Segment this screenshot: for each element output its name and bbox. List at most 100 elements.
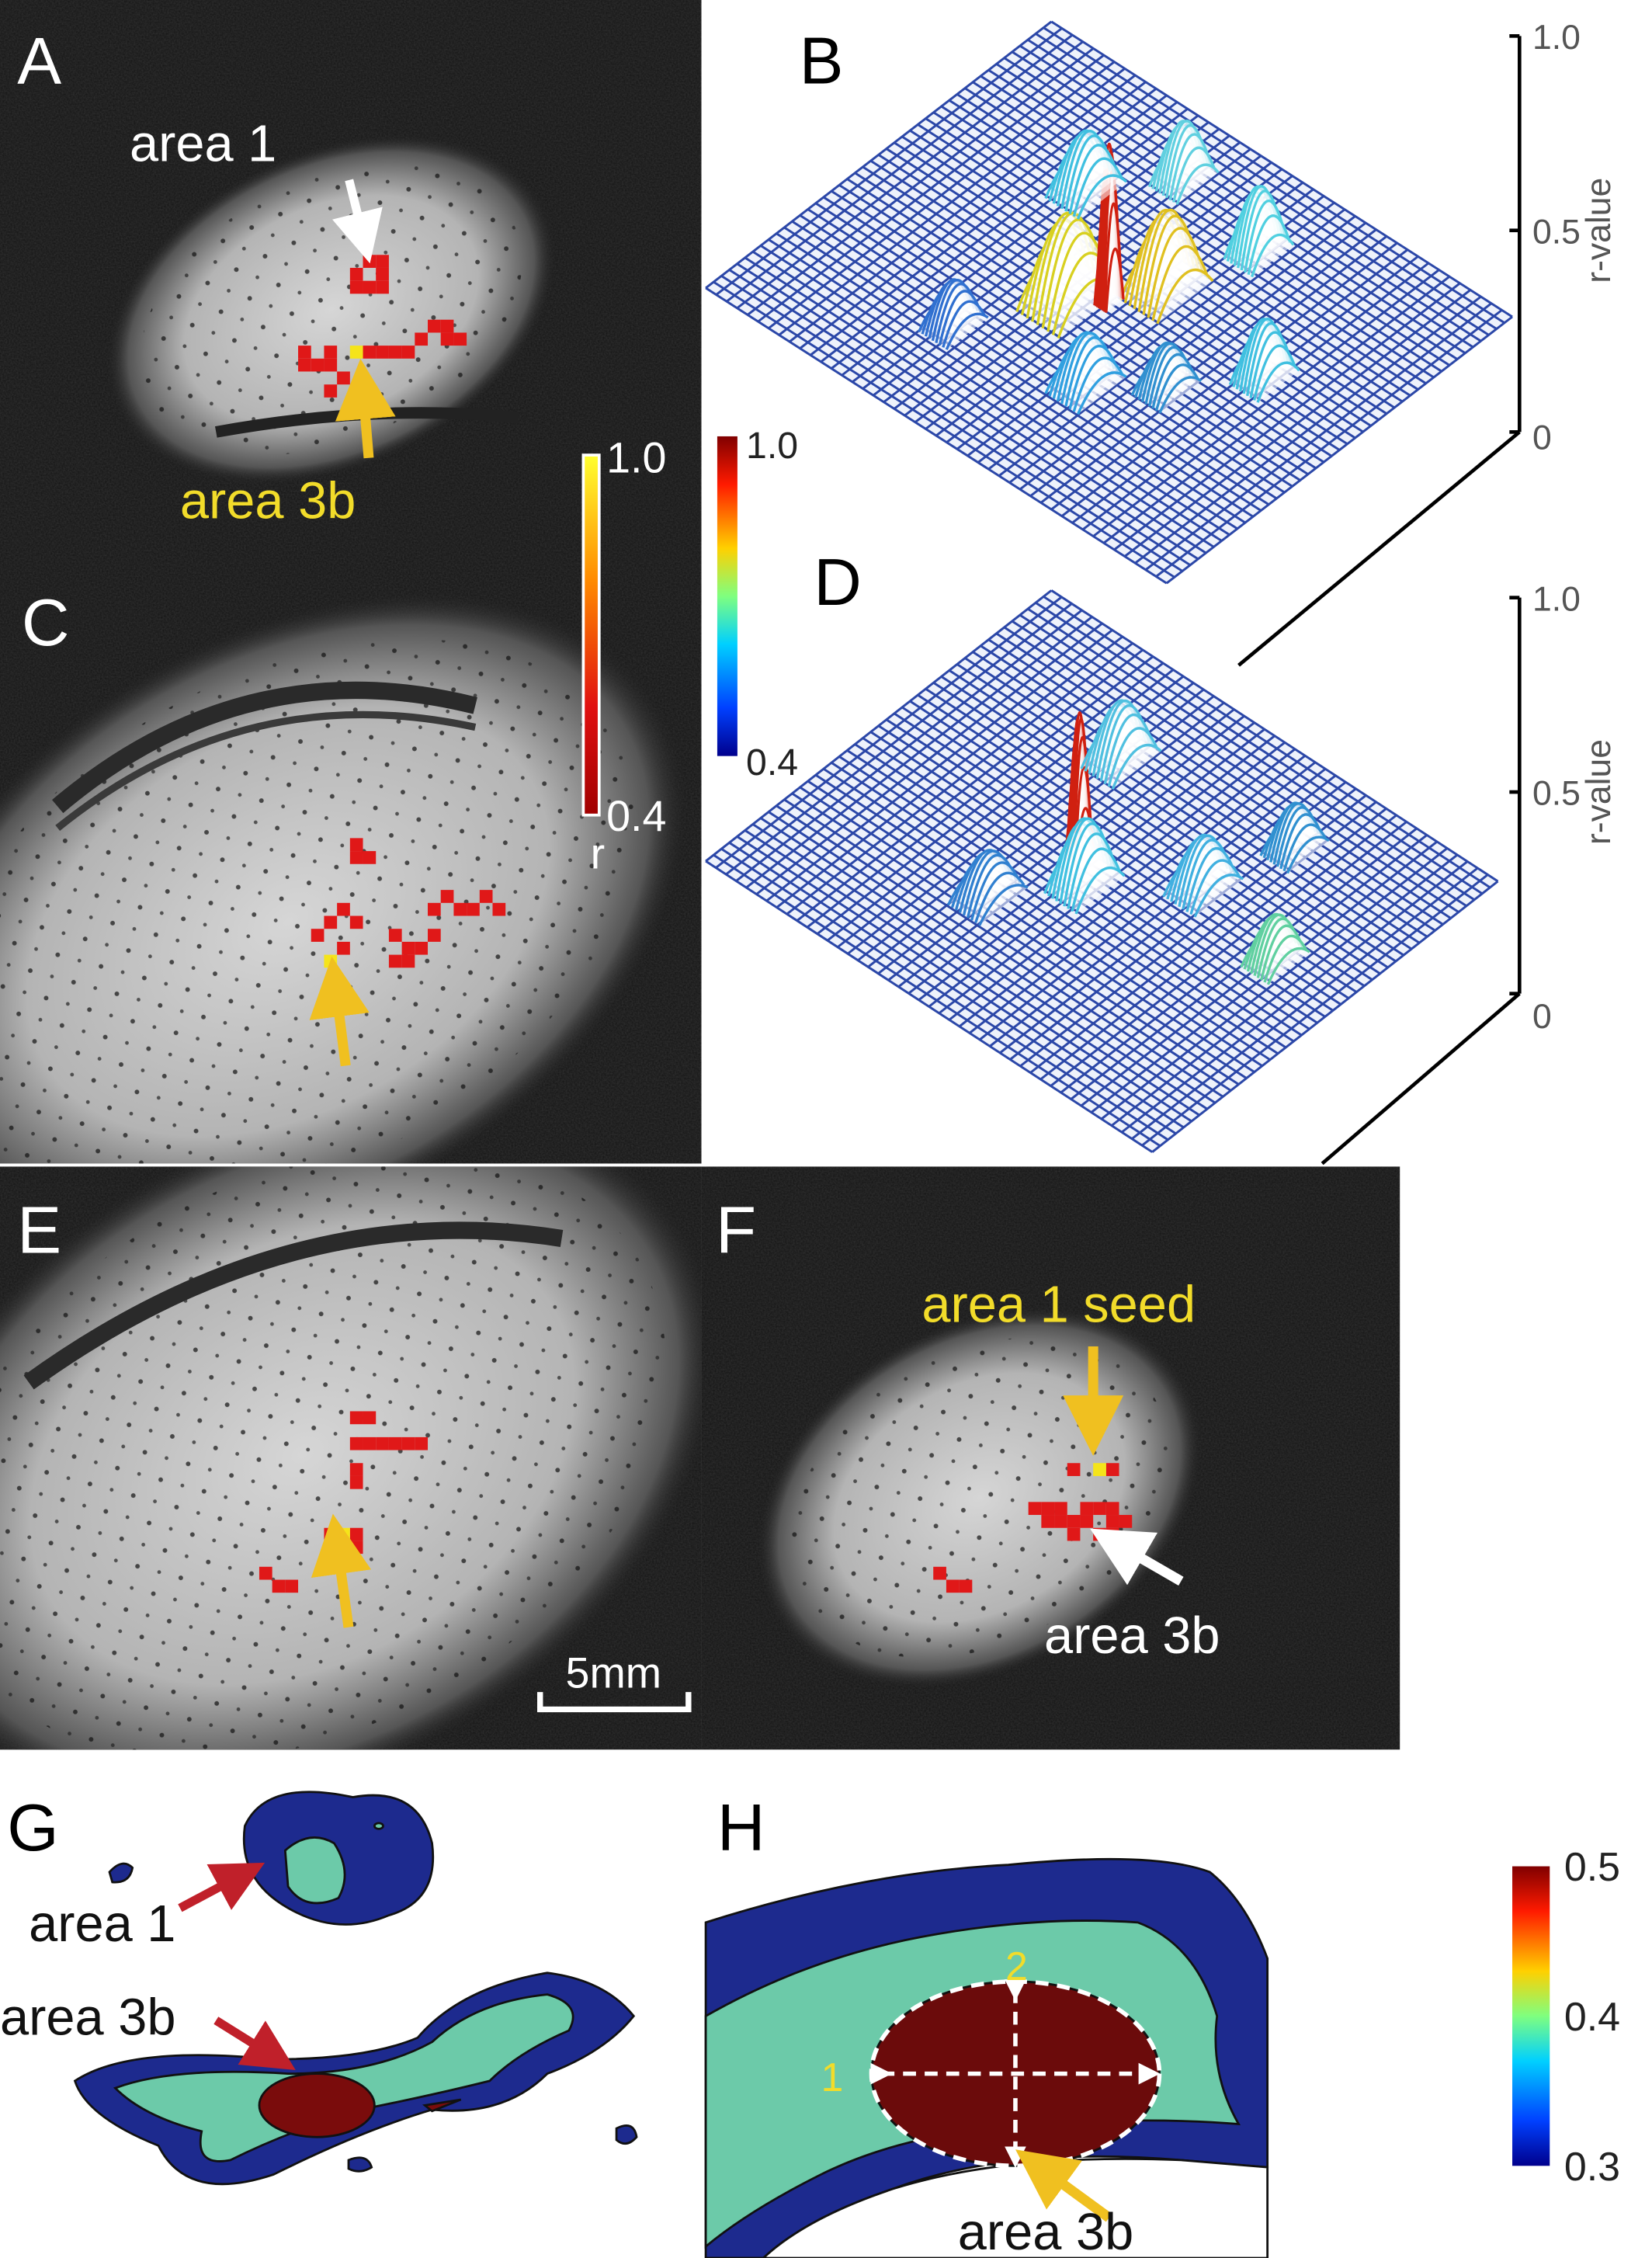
activation-pixel: [1067, 1515, 1081, 1528]
surface-peak: [1251, 233, 1295, 278]
surface-plot: [705, 20, 1513, 585]
activation-pixel: [415, 1436, 429, 1450]
activation-pixel: [324, 384, 338, 398]
mesh-line: [1050, 814, 1397, 1087]
activation-pixel: [946, 1579, 960, 1593]
activation-pixel: [349, 1411, 363, 1425]
seed-pixel: [349, 346, 363, 359]
activation-pixel: [1093, 1502, 1106, 1516]
activation-pixel: [1080, 1515, 1094, 1528]
surface-peak: [1266, 947, 1310, 985]
colorbar: [1512, 1866, 1550, 2166]
activation-pixel: [1080, 1502, 1094, 1516]
surface-peak: [1156, 268, 1214, 325]
mesh-line: [964, 87, 1427, 385]
surface-plot: [705, 589, 1499, 1153]
activation-pixel: [388, 954, 402, 968]
arrow: [331, 179, 383, 264]
mesh-line: [932, 682, 1381, 975]
mesh-line: [987, 68, 1450, 366]
activation-pixel: [933, 1566, 946, 1580]
mesh-line: [1151, 880, 1499, 1153]
activation-pixel: [324, 346, 338, 359]
activation-pixel: [349, 838, 363, 852]
mesh-line: [1008, 215, 1356, 484]
activation-pixel: [388, 346, 402, 359]
activation-pixel: [311, 929, 324, 942]
arrow: [1090, 1528, 1184, 1586]
z-axis-title: r-value: [1580, 739, 1618, 845]
activation-pixel: [376, 267, 389, 281]
mesh-line: [980, 644, 1428, 938]
mesh-line: [1050, 589, 1499, 883]
contour-map-g: [73, 1791, 638, 2186]
panel-label: E: [17, 1194, 61, 1268]
surface-peak: [1111, 743, 1162, 790]
activation-pixel: [363, 851, 377, 864]
mesh-line: [980, 75, 1442, 373]
activation-pixel: [349, 267, 363, 281]
colorbar-max: 1.0: [746, 425, 798, 467]
activation-pixel: [1105, 1502, 1119, 1516]
z-tick-label: 0: [1532, 998, 1552, 1036]
panel-label: F: [716, 1194, 756, 1268]
annotation: 1: [821, 2055, 844, 2100]
annotation: area 1 seed: [921, 1277, 1196, 1334]
z-tick-label: 0.5: [1532, 775, 1581, 813]
activation-pixel: [324, 1527, 338, 1541]
mesh-line: [1100, 847, 1449, 1120]
activation-pixel: [1054, 1515, 1067, 1528]
activation-pixel: [349, 851, 363, 864]
activation-pixel: [376, 255, 389, 268]
activation-pixels: [259, 255, 1133, 1593]
activation-pixel: [363, 280, 377, 294]
activation-pixel: [1041, 1515, 1055, 1528]
surface-peak: [1074, 866, 1126, 915]
mesh-line: [1165, 315, 1513, 585]
annotation: area 3b: [180, 473, 356, 530]
mesh-line: [1039, 808, 1387, 1081]
activation-pixel: [285, 1579, 299, 1593]
panel-label: A: [17, 25, 61, 99]
mesh-line: [940, 676, 1389, 969]
mesh-line: [1039, 235, 1388, 504]
mesh-line: [969, 761, 1317, 1034]
activation-pixel: [428, 902, 441, 916]
surface-peak: [1193, 874, 1244, 918]
mesh-line: [1111, 853, 1459, 1127]
mesh-line: [1060, 821, 1407, 1094]
mesh-line: [972, 81, 1435, 379]
surface-peak: [1105, 247, 1125, 313]
activation-pixel: [388, 1436, 402, 1450]
activation-pixel: [376, 1436, 389, 1450]
mesh-line: [1035, 601, 1484, 895]
colorbar: [581, 453, 601, 817]
activation-pixel: [349, 1475, 363, 1489]
arrow: [309, 956, 370, 1067]
mesh-line: [1050, 241, 1398, 511]
activation-pixel: [1105, 1463, 1119, 1476]
colorbar-tick-label: 0.5: [1564, 1845, 1620, 1890]
annotation: area 3b: [0, 1989, 175, 2047]
surface-peak: [1076, 174, 1127, 220]
panel-label: H: [717, 1791, 765, 1865]
mesh-line: [1050, 20, 1513, 318]
activation-pixel: [492, 902, 506, 916]
z-axis: [1237, 34, 1522, 1165]
annotation: area 1: [29, 1895, 175, 1953]
mesh-line: [948, 748, 1296, 1021]
mesh-line: [1144, 302, 1492, 571]
mesh-line: [1043, 596, 1491, 889]
contour-map-h: [704, 1857, 1269, 2258]
activation-pixel: [324, 358, 338, 372]
activation-pixel: [401, 941, 415, 955]
activation-pixel: [467, 902, 480, 916]
activation-pixel: [1067, 1463, 1081, 1476]
activation-pixel: [349, 915, 363, 929]
mesh-line: [1043, 26, 1505, 325]
mesh-line: [946, 175, 1293, 443]
mesh-line: [1141, 874, 1489, 1147]
activation-pixel: [1041, 1502, 1055, 1516]
arrow: [311, 1513, 372, 1628]
